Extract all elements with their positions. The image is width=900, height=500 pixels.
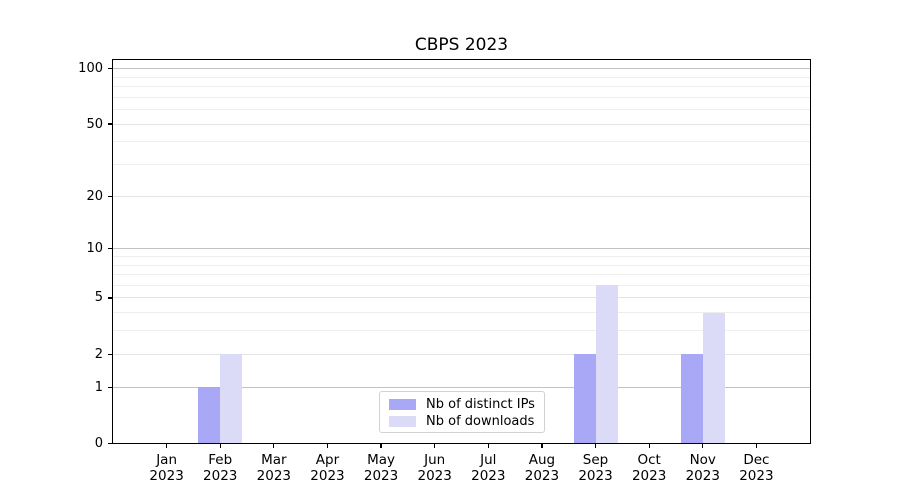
bar-downloads-nov: [702, 312, 725, 444]
legend-label: Nb of distinct IPs: [426, 397, 535, 412]
x-tick-mark: [702, 443, 704, 448]
minor-gridline: [113, 96, 810, 98]
x-tick-label-jun: Jun 2023: [393, 452, 477, 485]
x-tick-mark: [219, 443, 221, 448]
y-tick-mark: [107, 386, 113, 388]
x-tick-year: 2023: [739, 468, 774, 484]
minor-gridline: [113, 312, 810, 314]
y-tick-label: 100: [78, 61, 103, 77]
y-tick-label: 10: [86, 241, 103, 257]
gridline-20: [113, 195, 810, 197]
bar-distinct-ips-feb: [198, 387, 221, 444]
x-tick-mark: [487, 443, 489, 448]
y-tick-mark: [107, 248, 113, 250]
x-tick-year: 2023: [256, 468, 292, 484]
chart-title: CBPS 2023: [414, 35, 509, 55]
legend-swatch-distinct-ips: [389, 399, 416, 410]
y-tick-mark: [107, 123, 113, 125]
bar-downloads-sep: [595, 285, 618, 444]
minor-gridline: [113, 141, 810, 143]
bar-downloads-feb: [220, 354, 243, 444]
x-tick-label-feb: Feb 2023: [178, 452, 262, 485]
x-tick-label-dec: Dec 2023: [714, 452, 798, 485]
minor-gridline: [113, 76, 810, 78]
y-tick-label: 5: [94, 290, 103, 306]
y-tick-mark: [107, 442, 113, 445]
x-tick-year: 2023: [685, 468, 720, 484]
x-tick-label-may: May 2023: [339, 452, 423, 485]
x-tick-year: 2023: [524, 468, 560, 484]
x-tick-mark: [755, 443, 758, 448]
x-tick-label-jan: Jan 2023: [125, 452, 209, 485]
legend-item: Nb of distinct IPs: [380, 396, 544, 413]
x-tick-year: 2023: [417, 468, 452, 484]
legend-swatch-downloads: [389, 416, 416, 427]
legend: Nb of distinct IPs Nb of downloads: [379, 391, 545, 433]
x-tick-mark: [541, 443, 543, 448]
x-tick-label-apr: Apr 2023: [285, 452, 369, 485]
gridline-1: [113, 386, 810, 388]
x-tick-mark: [594, 443, 597, 448]
minor-gridline: [113, 284, 810, 286]
bar-distinct-ips-nov: [680, 354, 703, 444]
x-tick-mark: [165, 443, 168, 448]
x-tick-year: 2023: [149, 468, 184, 484]
gridline-100: [113, 68, 810, 70]
x-tick-label-sep: Sep 2023: [554, 452, 638, 485]
minor-gridline: [113, 330, 810, 332]
x-tick-mark: [273, 443, 275, 448]
gridline-2: [113, 353, 810, 355]
y-tick-mark: [107, 67, 113, 70]
x-tick-mark: [326, 443, 329, 448]
x-tick-year: 2023: [310, 468, 345, 484]
x-tick-mark: [648, 443, 650, 448]
x-tick-year: 2023: [578, 468, 613, 484]
gridline-5: [113, 297, 810, 299]
y-tick-mark: [107, 353, 113, 355]
minor-gridline: [113, 274, 810, 276]
minor-gridline: [113, 264, 810, 266]
y-tick-label: 50: [86, 116, 103, 132]
y-tick-label: 1: [94, 379, 103, 395]
gridline-50: [113, 123, 810, 125]
x-tick-mark: [434, 443, 436, 448]
minor-gridline: [113, 109, 810, 111]
x-tick-year: 2023: [203, 468, 238, 484]
x-tick-label-oct: Oct 2023: [607, 452, 691, 485]
legend-item: Nb of downloads: [380, 413, 544, 430]
x-tick-label-aug: Aug 2023: [500, 452, 584, 485]
x-tick-label-nov: Nov 2023: [661, 452, 745, 485]
x-tick-year: 2023: [631, 468, 667, 484]
x-tick-mark: [380, 443, 382, 448]
gridline-10: [113, 248, 810, 250]
plot-area: [113, 59, 810, 444]
x-tick-label-mar: Mar 2023: [232, 452, 316, 485]
bar-distinct-ips-sep: [573, 354, 596, 444]
y-tick-label: 20: [86, 188, 103, 204]
y-tick-label: 2: [94, 346, 103, 362]
y-tick-mark: [107, 297, 113, 299]
x-tick-label-jul: Jul 2023: [446, 452, 530, 485]
x-tick-year: 2023: [471, 468, 506, 484]
minor-gridline: [113, 255, 810, 257]
y-tick-label: 0: [94, 436, 103, 451]
x-tick-year: 2023: [363, 468, 399, 484]
minor-gridline: [113, 86, 810, 88]
legend-label: Nb of downloads: [426, 414, 535, 429]
y-tick-mark: [107, 195, 113, 197]
minor-gridline: [113, 164, 810, 166]
